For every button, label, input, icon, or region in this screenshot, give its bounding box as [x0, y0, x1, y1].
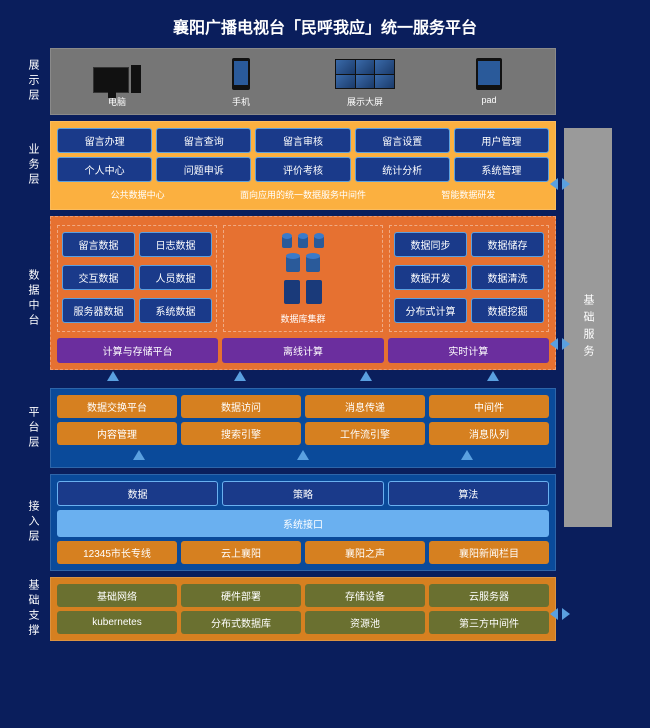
- biz-sublabel-0: 公共数据中心: [57, 186, 218, 203]
- display-layer: 展示层 电脑 手机 展示大屏 pad: [16, 48, 556, 115]
- business-layer: 业务层 留言办理留言查询留言审核留言设置用户管理 个人中心问题申诉评价考核统计分…: [16, 121, 556, 210]
- diagram-title: 襄阳广播电视台「民呼我应」统一服务平台: [16, 14, 634, 38]
- inf-item-1: 硬件部署: [181, 584, 301, 607]
- biz-item-1: 留言查询: [156, 128, 251, 153]
- plat-item-0: 内容管理: [57, 422, 177, 445]
- plat-item-2: 消息传递: [305, 395, 425, 418]
- device-pad: pad: [429, 55, 549, 108]
- biz-item-0: 个人中心: [57, 157, 152, 182]
- inf-item-3: 云服务器: [429, 584, 549, 607]
- data-right-0-0: 数据同步: [394, 232, 467, 257]
- acc-top-item-2: 算法: [388, 481, 549, 506]
- realtime-compute: 实时计算: [388, 338, 549, 363]
- platform-layer-label: 平台层: [16, 388, 50, 468]
- acc-bot-item-2: 襄阳之声: [305, 541, 425, 564]
- acc-top-item-1: 策略: [222, 481, 383, 506]
- infra-layer-label: 基础支撑: [16, 577, 50, 641]
- biz-item-4: 系统管理: [454, 157, 549, 182]
- plat-item-0: 数据交换平台: [57, 395, 177, 418]
- data-right-2-1: 数据挖掘: [471, 298, 544, 323]
- data-right-2-0: 分布式计算: [394, 298, 467, 323]
- inf-item-2: 存储设备: [305, 584, 425, 607]
- device-phone: 手机: [181, 55, 301, 108]
- biz-item-1: 问题申诉: [156, 157, 251, 182]
- biz-item-3: 统计分析: [355, 157, 450, 182]
- acc-bot-item-0: 12345市长专线: [57, 541, 177, 564]
- acc-top-item-0: 数据: [57, 481, 218, 506]
- biz-item-3: 留言设置: [355, 128, 450, 153]
- data-left-0-0: 留言数据: [62, 232, 135, 257]
- business-layer-label: 业务层: [16, 121, 50, 210]
- data-left-1-1: 人员数据: [139, 265, 212, 290]
- infra-layer: 基础支撑 基础网络硬件部署存储设备云服务器 kubernetes分布式数据库资源…: [16, 577, 556, 641]
- platform-layer: 平台层 数据交换平台数据访问消息传递中间件 内容管理搜索引擎工作流引擎消息队列: [16, 388, 556, 468]
- biz-item-2: 评价考核: [255, 157, 350, 182]
- plat-item-2: 工作流引擎: [305, 422, 425, 445]
- data-left-0-1: 日志数据: [139, 232, 212, 257]
- base-service-label: 基础服务: [564, 128, 612, 527]
- inf-item-2: 资源池: [305, 611, 425, 634]
- data-right-0-1: 数据储存: [471, 232, 544, 257]
- biz-sublabel-1: 面向应用的统一数据服务中间件: [222, 186, 383, 203]
- offline-compute: 离线计算: [222, 338, 383, 363]
- device-pc: 电脑: [57, 55, 177, 108]
- data-layer: 数据中台 留言数据日志数据交互数据人员数据服务器数据系统数据 数据库集群 数据同…: [16, 216, 556, 382]
- data-right-1-0: 数据开发: [394, 265, 467, 290]
- inf-item-0: 基础网络: [57, 584, 177, 607]
- inf-item-0: kubernetes: [57, 611, 177, 634]
- data-left-1-0: 交互数据: [62, 265, 135, 290]
- acc-bot-item-3: 襄阳新闻栏目: [429, 541, 549, 564]
- data-left-2-0: 服务器数据: [62, 298, 135, 323]
- device-videowall: 展示大屏: [305, 55, 425, 108]
- biz-item-0: 留言办理: [57, 128, 152, 153]
- inf-item-1: 分布式数据库: [181, 611, 301, 634]
- biz-item-4: 用户管理: [454, 128, 549, 153]
- access-layer-label: 接入层: [16, 474, 50, 571]
- data-left-2-1: 系统数据: [139, 298, 212, 323]
- inf-item-3: 第三方中间件: [429, 611, 549, 634]
- plat-item-3: 消息队列: [429, 422, 549, 445]
- compute-storage-label: 计算与存储平台: [57, 338, 218, 363]
- data-right-1-1: 数据清洗: [471, 265, 544, 290]
- main-layout: 展示层 电脑 手机 展示大屏 pad 业务层 留言办理留言查询留言审核留言设置用…: [16, 48, 634, 647]
- acc-bot-item-1: 云上襄阳: [181, 541, 301, 564]
- plat-item-1: 搜索引擎: [181, 422, 301, 445]
- sidebar: 基础服务: [564, 48, 612, 647]
- db-cluster: 数据库集群: [223, 225, 383, 332]
- plat-item-3: 中间件: [429, 395, 549, 418]
- biz-item-2: 留言审核: [255, 128, 350, 153]
- access-layer: 接入层 数据策略算法 系统接口 12345市长专线云上襄阳襄阳之声襄阳新闻栏目: [16, 474, 556, 571]
- plat-item-1: 数据访问: [181, 395, 301, 418]
- display-layer-label: 展示层: [16, 48, 50, 115]
- system-interface: 系统接口: [57, 510, 549, 537]
- biz-sublabel-2: 智能数据研发: [388, 186, 549, 203]
- data-layer-label: 数据中台: [16, 216, 50, 382]
